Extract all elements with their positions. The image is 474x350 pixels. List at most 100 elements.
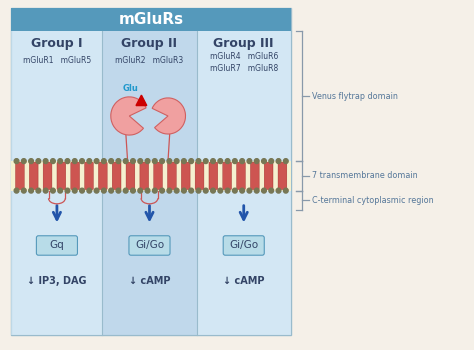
Circle shape — [109, 159, 113, 163]
FancyBboxPatch shape — [264, 162, 273, 190]
FancyBboxPatch shape — [43, 162, 52, 190]
Wedge shape — [111, 97, 146, 135]
FancyBboxPatch shape — [57, 162, 66, 190]
Circle shape — [138, 159, 143, 163]
Circle shape — [87, 188, 91, 193]
Text: Group III: Group III — [213, 36, 274, 50]
Circle shape — [247, 159, 252, 163]
FancyBboxPatch shape — [112, 162, 121, 190]
Circle shape — [174, 188, 179, 193]
FancyBboxPatch shape — [36, 236, 77, 255]
Circle shape — [255, 159, 259, 163]
Circle shape — [14, 188, 19, 193]
FancyBboxPatch shape — [209, 162, 218, 190]
Circle shape — [218, 188, 223, 193]
Circle shape — [153, 159, 157, 163]
Text: Group II: Group II — [121, 36, 177, 50]
Circle shape — [80, 159, 84, 163]
Circle shape — [29, 159, 34, 163]
FancyBboxPatch shape — [71, 162, 80, 190]
Circle shape — [167, 188, 172, 193]
FancyBboxPatch shape — [182, 162, 190, 190]
FancyBboxPatch shape — [85, 162, 93, 190]
Circle shape — [131, 159, 136, 163]
Circle shape — [153, 188, 157, 193]
Circle shape — [58, 188, 63, 193]
Circle shape — [196, 159, 201, 163]
Circle shape — [36, 159, 41, 163]
Circle shape — [189, 188, 193, 193]
Text: Gi/Go: Gi/Go — [135, 240, 164, 251]
Circle shape — [283, 188, 288, 193]
Text: Group I: Group I — [31, 36, 82, 50]
Circle shape — [269, 159, 273, 163]
Circle shape — [233, 188, 237, 193]
FancyBboxPatch shape — [11, 8, 291, 335]
Circle shape — [36, 188, 41, 193]
Circle shape — [51, 159, 55, 163]
Circle shape — [138, 188, 143, 193]
Circle shape — [160, 159, 164, 163]
Circle shape — [160, 188, 164, 193]
Circle shape — [101, 188, 106, 193]
Circle shape — [276, 159, 281, 163]
Circle shape — [210, 188, 215, 193]
Circle shape — [43, 188, 48, 193]
Circle shape — [225, 159, 230, 163]
Circle shape — [203, 188, 208, 193]
FancyBboxPatch shape — [278, 162, 287, 190]
Bar — [11, 161, 291, 191]
Circle shape — [29, 188, 34, 193]
Circle shape — [255, 188, 259, 193]
FancyBboxPatch shape — [129, 236, 170, 255]
Text: Venus flytrap domain: Venus flytrap domain — [312, 91, 398, 100]
FancyBboxPatch shape — [99, 162, 107, 190]
Circle shape — [123, 188, 128, 193]
Circle shape — [182, 159, 186, 163]
Circle shape — [196, 188, 201, 193]
Text: ↓ cAMP: ↓ cAMP — [223, 276, 264, 286]
Circle shape — [174, 159, 179, 163]
Circle shape — [240, 188, 245, 193]
FancyBboxPatch shape — [126, 162, 135, 190]
Text: mGluR2   mGluR3: mGluR2 mGluR3 — [115, 56, 183, 65]
Circle shape — [182, 188, 186, 193]
Circle shape — [43, 159, 48, 163]
Bar — [102, 31, 197, 335]
Wedge shape — [152, 98, 185, 134]
Circle shape — [116, 159, 121, 163]
Circle shape — [203, 159, 208, 163]
FancyBboxPatch shape — [223, 162, 231, 190]
Circle shape — [218, 159, 223, 163]
FancyBboxPatch shape — [16, 162, 24, 190]
Circle shape — [123, 159, 128, 163]
Circle shape — [269, 188, 273, 193]
Circle shape — [225, 188, 230, 193]
Circle shape — [14, 159, 19, 163]
Text: Glu: Glu — [123, 84, 139, 93]
Circle shape — [131, 188, 136, 193]
Polygon shape — [136, 95, 147, 106]
Bar — [11, 8, 291, 31]
Circle shape — [210, 159, 215, 163]
FancyBboxPatch shape — [29, 162, 38, 190]
Circle shape — [94, 159, 99, 163]
Text: Gq: Gq — [50, 240, 64, 251]
Text: ↓ IP3, DAG: ↓ IP3, DAG — [27, 276, 87, 286]
Circle shape — [145, 159, 150, 163]
Circle shape — [240, 159, 245, 163]
Circle shape — [65, 159, 70, 163]
Circle shape — [109, 188, 113, 193]
Circle shape — [73, 188, 77, 193]
FancyBboxPatch shape — [167, 162, 176, 190]
Circle shape — [262, 159, 266, 163]
Text: mGluRs: mGluRs — [118, 12, 184, 27]
Circle shape — [233, 159, 237, 163]
Circle shape — [73, 159, 77, 163]
Circle shape — [189, 159, 193, 163]
Circle shape — [247, 188, 252, 193]
Circle shape — [65, 188, 70, 193]
Circle shape — [101, 159, 106, 163]
Circle shape — [87, 159, 91, 163]
FancyBboxPatch shape — [140, 162, 149, 190]
